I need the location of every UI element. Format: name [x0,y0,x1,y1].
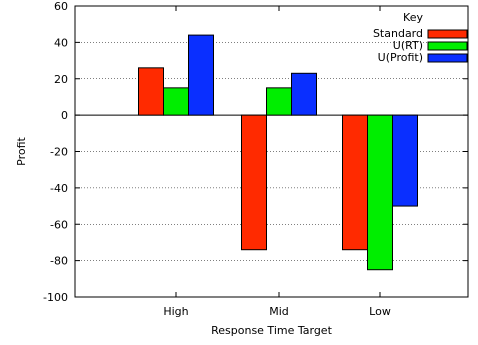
bar-u-profit-high [188,34,214,116]
bar-standard-mid [241,114,267,251]
x-axis-label: Response Time Target [211,324,332,337]
y-tick-label: 40 [54,36,68,49]
x-tick-label: Mid [269,305,289,318]
y-tick-label: -20 [50,146,68,159]
bar-u-profit-mid [291,72,317,116]
legend-label: Standard [373,27,423,40]
bar-standard-high [138,67,164,116]
y-tick-label: 0 [61,109,68,122]
bar-standard-low [342,114,368,251]
y-axis-label: Profit [15,136,28,165]
y-tick-label: 20 [54,73,68,86]
legend-swatch [427,41,468,51]
bars [138,34,418,271]
y-ticks: -100 -80 -60 -40 -20 0 20 40 60 [43,0,468,304]
legend-label: U(Profit) [378,51,423,64]
bar-u-rt-mid [266,87,292,116]
x-tick-label: High [163,305,188,318]
legend-swatch [427,29,468,39]
y-tick-label: -80 [50,255,68,268]
legend-label: U(RT) [393,39,423,52]
y-tick-label: -60 [50,218,68,231]
bar-u-profit-low [392,114,418,207]
x-tick-label: Low [369,305,391,318]
y-tick-label: -40 [50,182,68,195]
bar-u-rt-low [367,114,393,271]
bar-u-rt-high [163,87,189,116]
x-ticks: High Mid Low [163,6,391,318]
legend-swatch [427,53,468,63]
legend-title: Key [403,11,423,24]
y-tick-label: 60 [54,0,68,13]
y-tick-label: -100 [43,291,68,304]
